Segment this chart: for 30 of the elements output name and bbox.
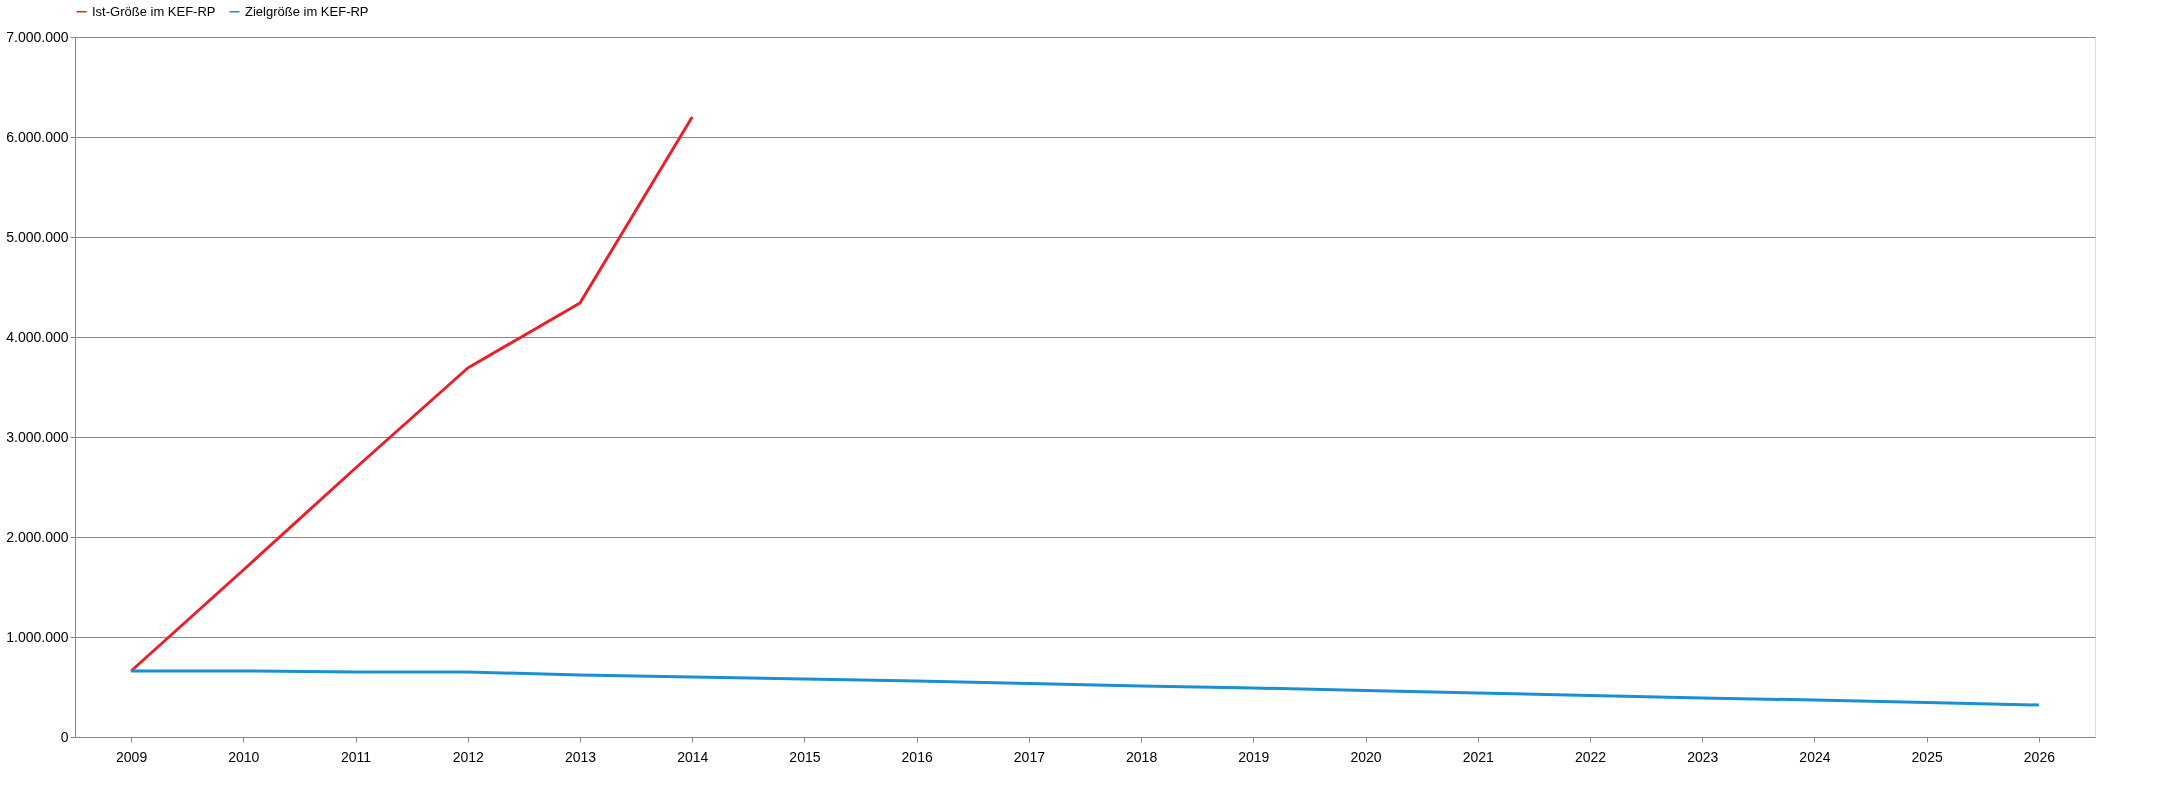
x-tick-label: 2011 <box>341 748 372 765</box>
x-tick-label: 2022 <box>1574 748 1607 765</box>
x-tick-label: 2023 <box>1687 748 1719 765</box>
y-tick-label: 1.000.000 <box>6 628 69 645</box>
x-tick-label: 2013 <box>564 748 597 765</box>
x-tick-label: 2026 <box>2023 748 2056 765</box>
x-tick-label: 2020 <box>1350 748 1382 765</box>
y-tick-label: 0 <box>60 728 69 745</box>
x-tick-label: 2019 <box>1238 748 1270 765</box>
x-tick-label: 2025 <box>1911 748 1943 765</box>
x-tick-label: 2014 <box>677 748 709 765</box>
x-tick-label: 2018 <box>1126 748 1158 765</box>
y-tick-label: 5.000.000 <box>6 228 69 245</box>
x-tick-label: 2017 <box>1013 748 1046 765</box>
x-tick-label: 2021 <box>1462 748 1495 765</box>
line-series <box>129 669 2041 707</box>
x-tick-label: 2016 <box>901 748 933 765</box>
legend-label: Ist-Größe im KEF-RP <box>92 3 216 19</box>
y-tick-label: 6.000.000 <box>6 128 69 145</box>
y-tick-label: 7.000.000 <box>6 28 69 45</box>
x-tick-label: 2010 <box>228 748 260 765</box>
x-tick-label: 2015 <box>789 748 821 765</box>
y-tick-label: 2.000.000 <box>6 528 69 545</box>
x-tick-label: 2009 <box>116 748 148 765</box>
y-tick-label: 3.000.000 <box>6 428 69 445</box>
x-tick-label: 2024 <box>1799 748 1831 765</box>
legend-label: Zielgröße im KEF-RP <box>245 3 369 19</box>
y-tick-label: 4.000.000 <box>6 328 69 345</box>
x-tick-label: 2012 <box>452 748 485 765</box>
line-series <box>129 115 694 673</box>
